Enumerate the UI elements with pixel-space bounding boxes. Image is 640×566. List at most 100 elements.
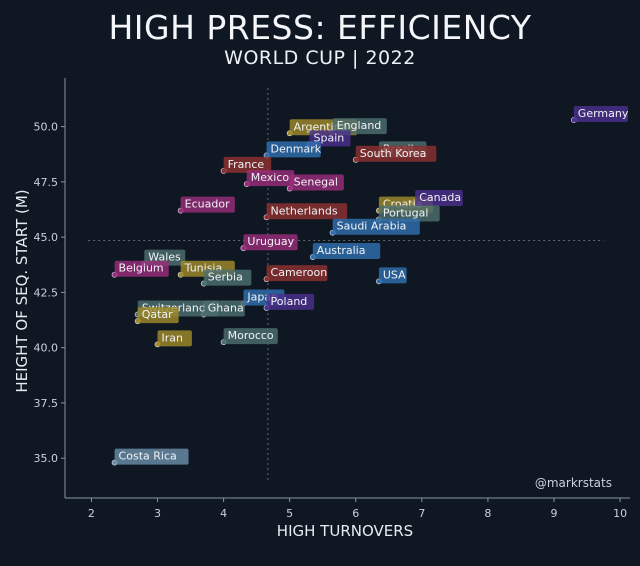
- team-label-saudi-arabia: Saudi Arabia: [332, 218, 420, 235]
- team-label-box: [246, 170, 295, 187]
- team-label-text: Germany: [578, 107, 629, 120]
- y-tick-label: 42.5: [34, 286, 59, 299]
- team-label-box: [223, 328, 278, 345]
- team-label-belgium: Belgium: [114, 260, 169, 277]
- x-tick-label: 8: [484, 507, 491, 520]
- team-label-box: [415, 190, 463, 206]
- team-label-morocco: Morocco: [223, 328, 278, 345]
- y-tick-label: 50.0: [34, 121, 59, 134]
- team-label-canada: Canada: [415, 190, 463, 206]
- team-label-text: Senegal: [294, 176, 338, 189]
- team-label-germany: Germany: [573, 106, 629, 122]
- team-label-box: [332, 118, 387, 135]
- x-tick-label: 2: [88, 507, 95, 520]
- team-label-cameroon: Cameroon: [266, 265, 328, 282]
- team-label-portugal: Portugal: [378, 205, 440, 222]
- credit-label: @markrstats: [535, 476, 612, 490]
- team-label-box: [114, 260, 169, 277]
- team-label-text: South Korea: [360, 147, 427, 160]
- x-tick-label: 10: [613, 507, 627, 520]
- y-tick-label: 45.0: [34, 231, 59, 244]
- team-label-box: [332, 218, 420, 235]
- team-label-text: Saudi Arabia: [337, 220, 407, 233]
- team-label-costa-rica: Costa Rica: [114, 448, 189, 465]
- team-label-box: [180, 196, 235, 213]
- team-label-box: [266, 265, 328, 282]
- team-label-text: France: [228, 158, 265, 171]
- chart-title: HIGH PRESS: EFFICIENCY: [108, 8, 532, 47]
- reference-lines: [88, 88, 604, 481]
- team-label-text: Belgium: [119, 262, 164, 275]
- points-layer: [111, 117, 577, 466]
- x-tick-label: 3: [154, 507, 161, 520]
- team-label-england: England: [332, 118, 387, 135]
- x-tick-label: 4: [220, 507, 227, 520]
- y-tick-label: 37.5: [34, 397, 59, 410]
- team-label-poland: Poland: [266, 293, 315, 310]
- team-label-text: Canada: [419, 191, 461, 204]
- y-tick-label: 35.0: [34, 452, 59, 465]
- team-label-france: France: [223, 156, 272, 173]
- team-label-text: Spain: [314, 131, 345, 144]
- team-label-uruguay: Uruguay: [243, 234, 298, 251]
- team-label-box: [573, 106, 628, 122]
- team-label-text: Netherlands: [271, 204, 338, 217]
- team-label-text: England: [337, 119, 382, 132]
- y-tick-label: 47.5: [34, 176, 59, 189]
- team-label-text: Iran: [162, 331, 184, 344]
- team-label-box: [378, 205, 440, 222]
- x-tick-label: 6: [352, 507, 359, 520]
- axes-layer: 2 3 4 5 6 7 8 9 10 35.0 37.5 40.0 42.5 45.0 47.5 50.0: [34, 78, 630, 520]
- team-label-ecuador: Ecuador: [180, 196, 235, 213]
- team-label-text: Costa Rica: [119, 450, 177, 463]
- team-label-text: Portugal: [383, 206, 429, 219]
- team-label-text: Cameroon: [271, 266, 328, 279]
- team-label-iran: Iran: [157, 330, 192, 347]
- team-label-text: Ecuador: [185, 198, 230, 211]
- team-label-box: [157, 330, 192, 347]
- team-label-text: USA: [383, 268, 406, 281]
- x-tick-label: 5: [286, 507, 293, 520]
- team-label-box: [266, 293, 315, 310]
- team-label-text: Qatar: [142, 308, 173, 321]
- x-axis-label: HIGH TURNOVERS: [277, 522, 413, 540]
- team-label-serbia: Serbia: [203, 269, 252, 286]
- chart-subtitle: WORLD CUP | 2022: [224, 47, 416, 69]
- team-label-netherlands: Netherlands: [266, 203, 348, 220]
- team-label-box: [243, 234, 298, 251]
- y-axis-label: HEIGHT OF SEQ. START (M): [13, 189, 31, 392]
- team-label-text: Wales: [148, 251, 181, 264]
- x-tick-label: 9: [551, 507, 558, 520]
- team-label-box: [266, 141, 321, 158]
- team-label-text: Mexico: [251, 171, 290, 184]
- team-label-mexico: Mexico: [246, 170, 295, 187]
- team-label-qatar: Qatar: [137, 307, 179, 324]
- team-label-senegal: Senegal: [289, 174, 344, 191]
- x-tick-label: 7: [418, 507, 425, 520]
- team-label-box: [137, 307, 179, 324]
- team-label-text: Uruguay: [247, 235, 294, 248]
- team-label-text: Serbia: [208, 271, 243, 284]
- team-label-usa: USA: [378, 267, 407, 284]
- y-tick-label: 40.0: [34, 342, 59, 355]
- team-label-box: [266, 203, 348, 220]
- team-label-ghana: Ghana: [203, 300, 245, 317]
- team-label-box: [114, 448, 189, 465]
- team-label-box: [355, 145, 437, 162]
- team-label-text: Denmark: [271, 142, 322, 155]
- team-label-box: [203, 300, 245, 317]
- team-label-box: [289, 174, 344, 191]
- team-label-box: [203, 269, 252, 286]
- team-label-text: Morocco: [228, 329, 274, 342]
- team-label-box: [223, 156, 272, 173]
- team-label-text: Poland: [271, 295, 308, 308]
- labels-layer: GermanyArgentinaEnglandSpainDenmarkBrazi…: [114, 106, 629, 465]
- team-label-box: [312, 243, 381, 260]
- team-label-text: Ghana: [208, 302, 244, 315]
- team-label-denmark: Denmark: [266, 141, 322, 158]
- team-label-box: [378, 267, 407, 284]
- team-label-australia: Australia: [312, 243, 381, 260]
- team-label-text: Australia: [317, 244, 366, 257]
